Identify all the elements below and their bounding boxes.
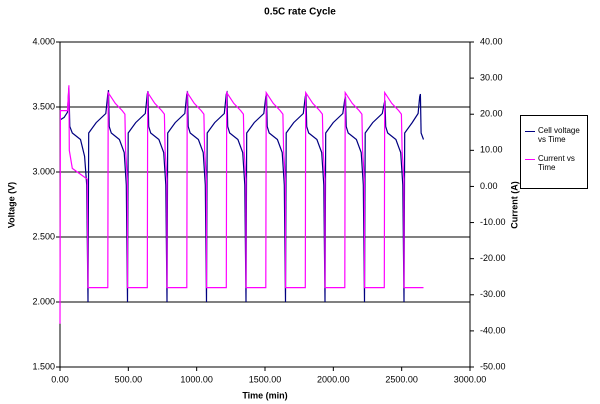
x-tick-label: 0.00	[51, 374, 69, 384]
series-line	[59, 85, 424, 324]
y2-tick-label: -20.00	[480, 253, 506, 263]
y2-tick-label: 20.00	[480, 109, 503, 119]
y2-tick-label: 0.00	[480, 181, 498, 191]
y2-axis-title: Current (A)	[509, 181, 519, 229]
legend-entry: Current vs Time	[525, 154, 585, 172]
legend-swatch	[525, 159, 535, 160]
y-tick-label: 2.000	[32, 296, 55, 306]
chart-title: 0.5C rate Cycle	[264, 7, 336, 18]
x-tick-label: 500.00	[115, 374, 143, 384]
y-axis-title: Voltage (V)	[6, 182, 16, 228]
legend-swatch	[525, 131, 535, 132]
y-tick-label: 2.500	[32, 231, 55, 241]
x-tick-label: 3000.00	[454, 374, 487, 384]
legend-entry: Cell voltage vs Time	[525, 126, 585, 144]
y-tick-label: 3.000	[32, 166, 55, 176]
y2-tick-label: -10.00	[480, 217, 506, 227]
y-tick-label: 1.500	[32, 361, 55, 371]
x-tick-label: 2000.00	[317, 374, 350, 384]
x-tick-label: 1000.00	[180, 374, 213, 384]
x-tick-label: 1500.00	[249, 374, 282, 384]
y2-tick-label: -30.00	[480, 289, 506, 299]
y2-tick-label: 30.00	[480, 72, 503, 82]
x-axis-title: Time (min)	[242, 390, 287, 400]
y2-tick-label: 40.00	[480, 36, 503, 46]
y2-tick-label: -40.00	[480, 325, 506, 335]
y-tick-label: 3.500	[32, 101, 55, 111]
legend-label: Cell voltage vs Time	[538, 126, 580, 144]
y2-tick-label: -50.00	[480, 361, 506, 371]
legend: Cell voltage vs Time Current vs Time	[520, 115, 588, 189]
x-tick-label: 2500.00	[385, 374, 418, 384]
y2-tick-label: 10.00	[480, 145, 503, 155]
series-line	[59, 87, 425, 303]
legend-label: Current vs Time	[538, 154, 575, 172]
y-tick-label: 4.000	[32, 36, 55, 46]
